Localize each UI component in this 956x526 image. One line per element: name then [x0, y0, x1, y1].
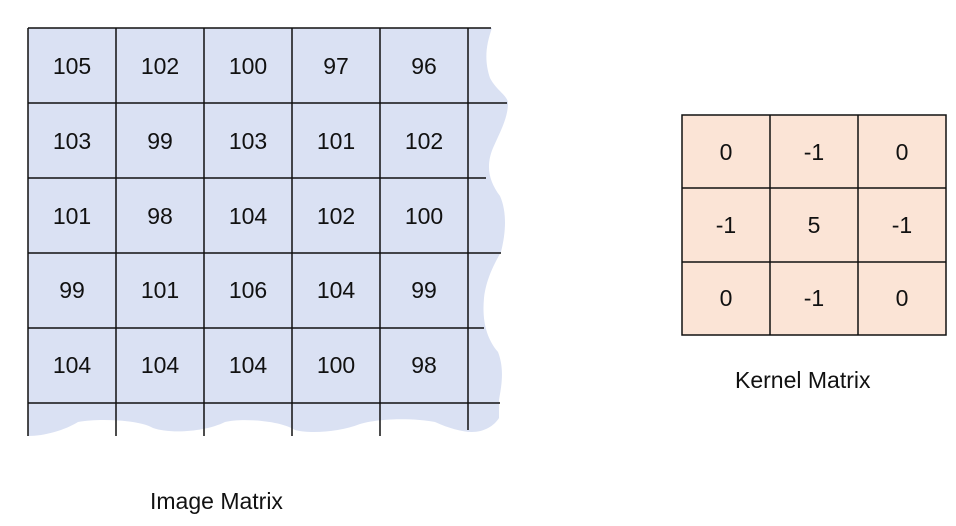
- kernel-cell: 0: [896, 285, 909, 311]
- kernel-cell: -1: [892, 212, 912, 238]
- image-cell: 99: [59, 277, 85, 303]
- kernel-matrix-values: 0 -1 0 -1 5 -1 0 -1 0: [716, 139, 912, 311]
- image-cell: 102: [405, 128, 443, 154]
- image-cell: 99: [147, 128, 173, 154]
- image-cell: 102: [141, 53, 179, 79]
- image-cell: 106: [229, 277, 267, 303]
- image-cell: 101: [53, 203, 91, 229]
- image-cell: 100: [405, 203, 443, 229]
- kernel-cell: -1: [804, 285, 824, 311]
- image-matrix-caption: Image Matrix: [150, 488, 283, 514]
- image-matrix-background: [28, 28, 508, 436]
- image-cell: 99: [411, 277, 437, 303]
- image-cell: 104: [317, 277, 356, 303]
- image-cell: 98: [411, 352, 437, 378]
- image-cell: 105: [53, 53, 91, 79]
- image-cell: 97: [323, 53, 349, 79]
- image-matrix: 105 102 100 97 96 103 99 103 101 102 101…: [27, 27, 508, 436]
- kernel-cell: 0: [720, 285, 733, 311]
- image-cell: 104: [141, 352, 180, 378]
- image-cell: 100: [229, 53, 267, 79]
- kernel-cell: 0: [720, 139, 733, 165]
- image-cell: 104: [229, 352, 268, 378]
- image-cell: 104: [53, 352, 92, 378]
- kernel-matrix-grid: [681, 114, 947, 336]
- image-matrix-grid: [27, 27, 507, 436]
- image-cell: 98: [147, 203, 173, 229]
- image-cell: 101: [141, 277, 179, 303]
- image-cell: 103: [53, 128, 91, 154]
- image-cell: 102: [317, 203, 355, 229]
- image-cell: 96: [411, 53, 437, 79]
- image-cell: 103: [229, 128, 267, 154]
- kernel-matrix: 0 -1 0 -1 5 -1 0 -1 0: [681, 114, 947, 336]
- image-matrix-values: 105 102 100 97 96 103 99 103 101 102 101…: [53, 53, 443, 378]
- kernel-cell: -1: [716, 212, 736, 238]
- kernel-matrix-caption: Kernel Matrix: [735, 367, 871, 393]
- image-cell: 101: [317, 128, 355, 154]
- kernel-cell: 5: [808, 212, 821, 238]
- kernel-cell: 0: [896, 139, 909, 165]
- kernel-cell: -1: [804, 139, 824, 165]
- kernel-matrix-background: [682, 115, 946, 335]
- image-cell: 104: [229, 203, 268, 229]
- image-cell: 100: [317, 352, 355, 378]
